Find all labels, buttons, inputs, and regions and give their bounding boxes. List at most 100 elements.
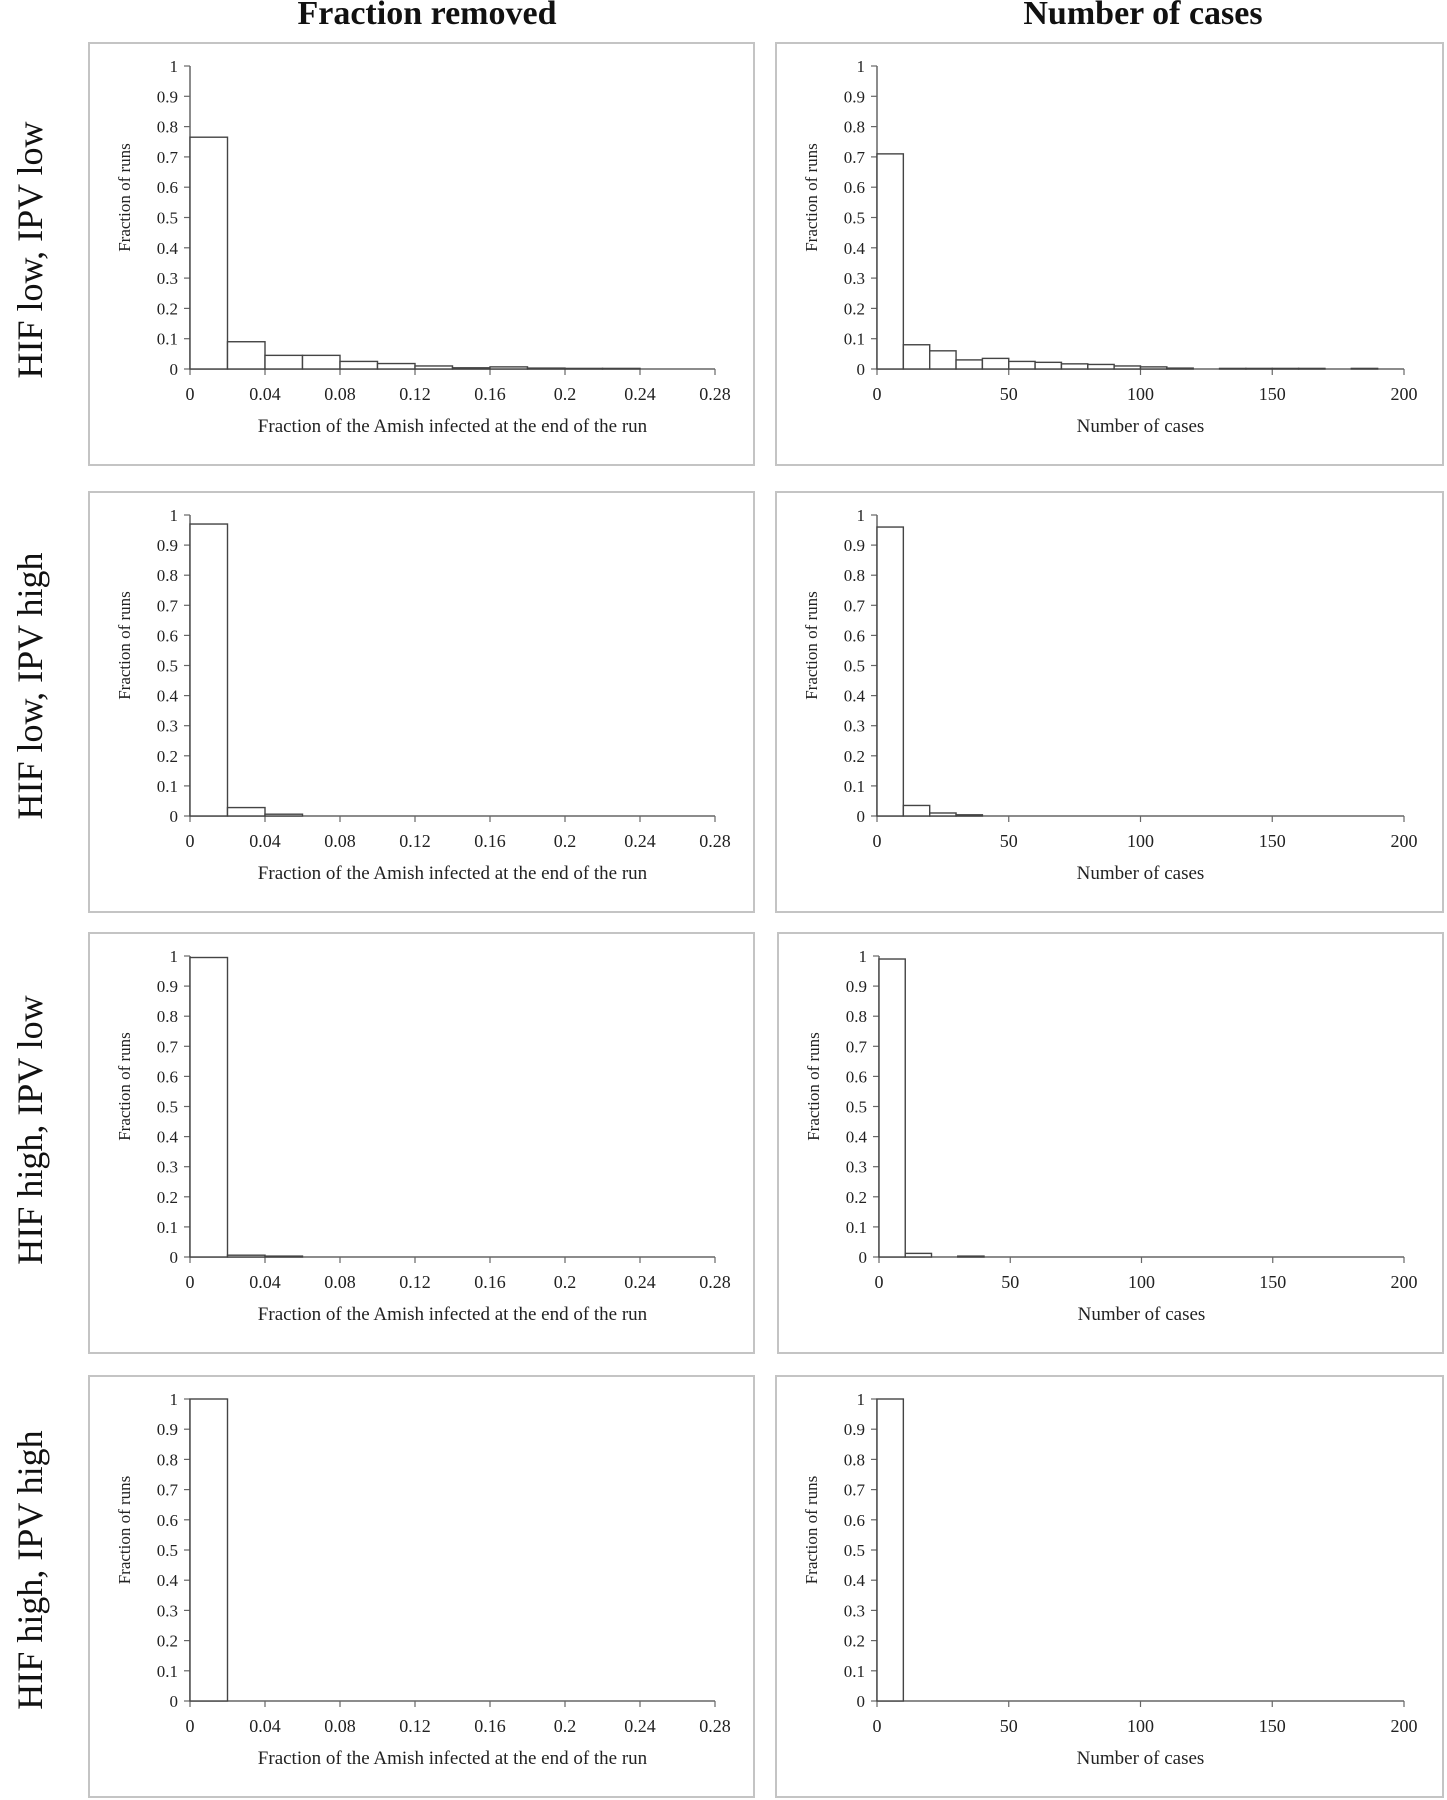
y-tick-label: 0.5 [844, 657, 865, 676]
histogram-bar [189, 136, 229, 370]
histogram-svg: 0 0.1 0.2 0.3 0.4 0.5 0.6 0.7 0.8 0.9 1 0 0.04 0.08 0.… [115, 947, 731, 1325]
y-tick-label: 1 [857, 1390, 866, 1409]
column-title-fraction-removed: Fraction removed [297, 0, 557, 32]
y-tick-label: 0 [170, 1248, 179, 1267]
y-axis-title: Fraction of runs [802, 1476, 821, 1585]
x-tick-label: 200 [1391, 831, 1418, 851]
x-tick-label: 0.2 [554, 1272, 577, 1292]
y-tick-label: 0.6 [157, 1511, 178, 1530]
histogram-bar [451, 367, 491, 370]
row-title-hif-high-ipv-low: HIF high, IPV low [10, 995, 50, 1265]
y-tick-label: 0.3 [157, 717, 178, 736]
y-tick-label: 0 [859, 1248, 868, 1267]
x-tick-label: 0 [186, 384, 195, 404]
y-tick-label: 0.6 [157, 1067, 178, 1086]
y-tick-label: 0.8 [157, 566, 178, 585]
y-tick-label: 0 [170, 807, 179, 826]
x-tick-label: 0.08 [324, 1272, 356, 1292]
y-tick-label: 1 [857, 57, 866, 76]
histogram-panel-r3c2: 0 0.1 0.2 0.3 0.4 0.5 0.6 0.7 0.8 0.9 1 0 50 100 150 20… [777, 932, 1444, 1354]
y-tick-label: 0.2 [157, 1188, 178, 1207]
x-tick-label: 0 [873, 384, 882, 404]
y-tick-label: 0.2 [844, 299, 865, 318]
y-tick-label: 0.7 [844, 1481, 866, 1500]
row-title-hif-high-ipv-high: HIF high, IPV high [10, 1430, 50, 1710]
histogram-bar [957, 1255, 985, 1258]
y-tick-label: 1 [170, 1390, 179, 1409]
histogram-bar [1297, 367, 1326, 370]
row-title-hif-low-ipv-low: HIF low, IPV low [10, 121, 50, 379]
x-tick-label: 150 [1259, 831, 1286, 851]
y-tick-label: 0.4 [157, 687, 179, 706]
y-tick-label: 0.4 [846, 1128, 868, 1147]
x-tick-label: 200 [1391, 1272, 1418, 1292]
histogram-bar [264, 1255, 304, 1258]
y-tick-label: 0.4 [157, 1128, 179, 1147]
histogram-bar [1350, 367, 1379, 370]
y-tick-label: 0.4 [157, 1571, 179, 1590]
histogram-svg: 0 0.1 0.2 0.3 0.4 0.5 0.6 0.7 0.8 0.9 1 0 0.04 0.08 0.… [115, 57, 731, 437]
y-axis-title: Fraction of runs [804, 1032, 823, 1141]
x-tick-label: 0.24 [624, 1272, 656, 1292]
y-tick-label: 0.9 [157, 977, 178, 996]
y-tick-label: 0.9 [844, 1420, 865, 1439]
y-tick-label: 0.3 [844, 1601, 865, 1620]
y-tick-label: 1 [170, 506, 179, 525]
x-tick-label: 150 [1259, 384, 1286, 404]
histogram-panel-r4c1: 0 0.1 0.2 0.3 0.4 0.5 0.6 0.7 0.8 0.9 1 0 0.04 0.08 0.… [88, 1375, 755, 1798]
y-tick-label: 0.4 [157, 239, 179, 258]
y-tick-label: 0 [857, 1692, 866, 1711]
x-tick-label: 100 [1127, 384, 1154, 404]
y-tick-label: 0.6 [844, 178, 865, 197]
x-tick-label: 0 [875, 1272, 884, 1292]
x-tick-label: 200 [1391, 1716, 1418, 1736]
histogram-bar [601, 367, 641, 370]
histogram-bar [955, 359, 984, 370]
x-axis-title: Number of cases [1077, 1748, 1205, 1769]
histogram-bar [904, 1252, 933, 1258]
histogram-svg: 0 0.1 0.2 0.3 0.4 0.5 0.6 0.7 0.8 0.9 1 0 50 100 150 20… [804, 947, 1418, 1325]
y-tick-label: 0.5 [157, 1098, 178, 1117]
y-axis-title: Fraction of runs [802, 591, 821, 700]
y-tick-label: 0 [857, 807, 866, 826]
y-tick-label: 0.2 [157, 299, 178, 318]
x-tick-label: 100 [1127, 831, 1154, 851]
x-tick-label: 0.24 [624, 384, 656, 404]
x-axis-title: Number of cases [1078, 1304, 1206, 1325]
y-tick-label: 0 [857, 360, 866, 379]
y-tick-label: 0.5 [157, 657, 178, 676]
histogram-bar [564, 367, 604, 370]
histogram-bar [264, 354, 304, 370]
histogram-bar [928, 350, 957, 370]
y-tick-label: 0.6 [844, 626, 865, 645]
y-axis-title: Fraction of runs [115, 1476, 134, 1585]
y-tick-label: 1 [859, 947, 868, 966]
y-tick-label: 0.7 [157, 1481, 179, 1500]
x-tick-label: 0.12 [399, 1716, 431, 1736]
y-tick-label: 0.3 [844, 269, 865, 288]
histogram-svg: 0 0.1 0.2 0.3 0.4 0.5 0.6 0.7 0.8 0.9 1 0 0.04 0.08 0.… [115, 506, 731, 884]
histogram-bar [339, 360, 379, 370]
y-tick-label: 0.9 [844, 536, 865, 555]
histogram-bar [226, 341, 266, 370]
y-tick-label: 0.6 [846, 1067, 867, 1086]
x-tick-label: 0.12 [399, 384, 431, 404]
y-tick-label: 0.8 [157, 118, 178, 137]
histogram-bar [928, 812, 957, 817]
x-tick-label: 0.28 [699, 831, 731, 851]
y-tick-label: 0.1 [157, 777, 178, 796]
histogram-svg: 0 0.1 0.2 0.3 0.4 0.5 0.6 0.7 0.8 0.9 1 0 50 100 150 20… [802, 57, 1418, 437]
x-tick-label: 0.08 [324, 1716, 356, 1736]
x-tick-label: 0.04 [249, 831, 281, 851]
x-tick-label: 0 [873, 1716, 882, 1736]
histogram-bar [189, 523, 229, 817]
y-tick-label: 0.2 [846, 1188, 867, 1207]
y-tick-label: 0.3 [844, 717, 865, 736]
x-tick-label: 0.16 [474, 1272, 506, 1292]
y-tick-label: 0 [170, 360, 179, 379]
y-axis-title: Fraction of runs [115, 1032, 134, 1141]
histogram-svg: 0 0.1 0.2 0.3 0.4 0.5 0.6 0.7 0.8 0.9 1 0 50 100 150 20… [802, 1390, 1418, 1769]
column-title-number-of-cases: Number of cases [1023, 0, 1263, 32]
x-tick-label: 50 [1000, 831, 1018, 851]
histogram-bar [1271, 367, 1300, 370]
